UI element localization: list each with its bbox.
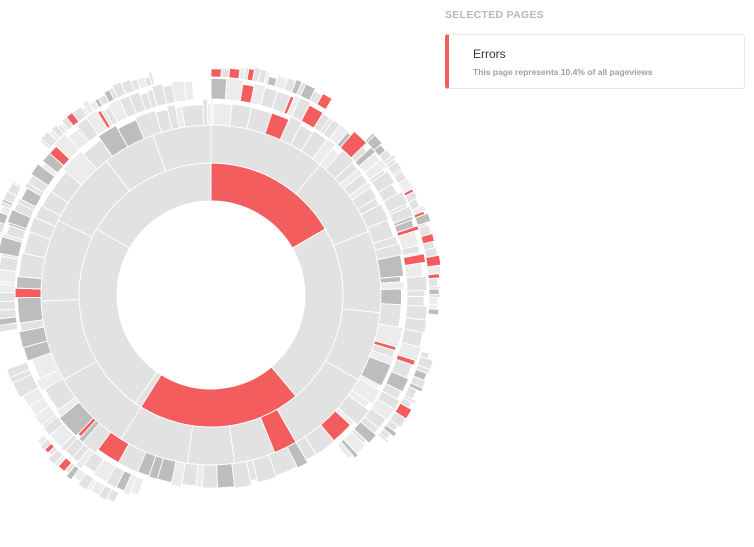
sunburst-segment-86[interactable] <box>17 296 44 324</box>
sunburst-segment-66[interactable] <box>201 464 218 489</box>
sunburst-segment-159[interactable] <box>336 441 354 460</box>
sunburst-segment-141[interactable] <box>406 290 426 298</box>
sunburst-segment-237[interactable] <box>325 98 334 111</box>
sunburst-segment-285[interactable] <box>377 432 390 444</box>
sunburst-segment-21[interactable] <box>212 103 233 127</box>
sunburst-segment-errors[interactable] <box>140 366 297 428</box>
selected-page-name: Errors <box>473 47 506 61</box>
sunburst-segment-103[interactable] <box>181 103 205 128</box>
sunburst-segment-106[interactable] <box>210 77 228 101</box>
sunburst-segment-183[interactable] <box>0 292 16 302</box>
sunburst-segment-268[interactable] <box>428 297 438 306</box>
selected-page-card[interactable]: Errors This page represents 10.4% of all… <box>445 34 745 89</box>
sunburst-segment-219[interactable] <box>183 80 195 102</box>
sunburst-segment-221[interactable] <box>220 68 231 79</box>
sunburst-segment-87[interactable] <box>14 287 42 299</box>
sunburst-segment-12[interactable] <box>186 425 236 466</box>
pageview-sunburst-chart[interactable] <box>0 0 440 547</box>
selected-page-share: This page represents 10.4% of all pagevi… <box>473 67 653 77</box>
sunburst-segment-266[interactable] <box>428 288 440 295</box>
sunburst-segment-65[interactable] <box>216 463 236 489</box>
selected-pages-heading: SELECTED PAGES <box>445 9 545 21</box>
sunburst-segment-142[interactable] <box>406 296 425 307</box>
sunburst-segment-105[interactable] <box>207 102 212 126</box>
sunburst-segment-220[interactable] <box>210 68 222 78</box>
sunburst-segment-140[interactable] <box>405 275 428 292</box>
sunburst-segment-181[interactable] <box>0 308 17 320</box>
sunburst-segment-222[interactable] <box>228 67 241 80</box>
sunburst-segment-300[interactable] <box>36 434 49 446</box>
sunburst-segment-45[interactable] <box>378 303 402 328</box>
sunburst-segment-178[interactable] <box>6 361 31 379</box>
sunburst-segment-44[interactable] <box>380 288 402 306</box>
sunburst-segment-262[interactable] <box>426 264 440 276</box>
sunburst-segment-343[interactable] <box>148 70 156 86</box>
sunburst-segment-182[interactable] <box>0 300 16 311</box>
sunburst-segment-321[interactable] <box>9 179 23 189</box>
sunburst-segment-139[interactable] <box>404 262 424 279</box>
sunburst-segment-264[interactable] <box>427 277 439 288</box>
sunburst-segment-43[interactable] <box>380 281 405 291</box>
sunburst-segment-270[interactable] <box>427 308 440 316</box>
